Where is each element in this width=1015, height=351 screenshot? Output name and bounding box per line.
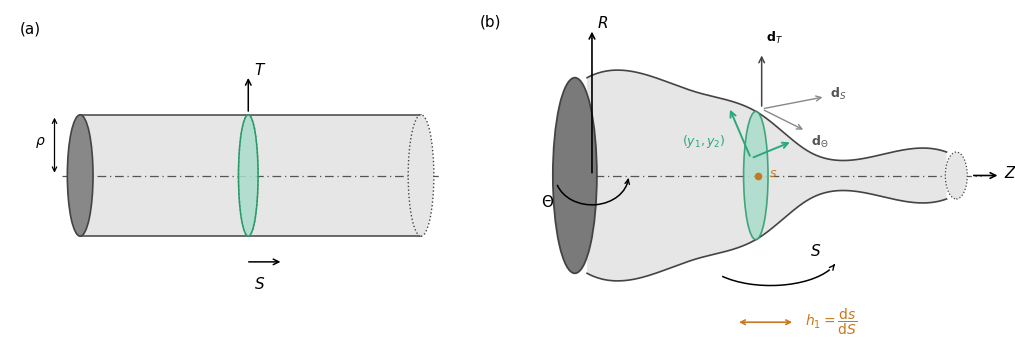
Ellipse shape (239, 115, 258, 236)
Text: $Z$: $Z$ (1004, 165, 1015, 181)
Text: $\Theta$: $\Theta$ (541, 194, 554, 210)
Text: $R$: $R$ (597, 15, 608, 31)
Text: $T$: $T$ (254, 62, 266, 78)
Text: $h_1 = \dfrac{\mathrm{d}s}{\mathrm{d}S}$: $h_1 = \dfrac{\mathrm{d}s}{\mathrm{d}S}$ (805, 307, 857, 337)
Text: (b): (b) (479, 14, 501, 29)
Text: $S$: $S$ (810, 243, 821, 259)
Text: $s$: $s$ (769, 167, 777, 180)
Ellipse shape (945, 152, 967, 199)
Text: $(y_1, y_2)$: $(y_1, y_2)$ (682, 133, 726, 150)
Ellipse shape (553, 78, 597, 273)
Ellipse shape (67, 115, 93, 236)
Text: $\mathbf{d}_T$: $\mathbf{d}_T$ (765, 30, 783, 46)
Text: $\mathbf{d}_S$: $\mathbf{d}_S$ (830, 86, 847, 102)
Text: (a): (a) (19, 21, 41, 37)
Polygon shape (587, 70, 947, 281)
Text: $\rho$: $\rho$ (36, 135, 46, 150)
Ellipse shape (744, 111, 768, 240)
Text: $\mathbf{d}_\Theta$: $\mathbf{d}_\Theta$ (811, 134, 828, 151)
Text: $S$: $S$ (255, 276, 266, 292)
Polygon shape (80, 115, 421, 236)
Ellipse shape (408, 115, 433, 236)
